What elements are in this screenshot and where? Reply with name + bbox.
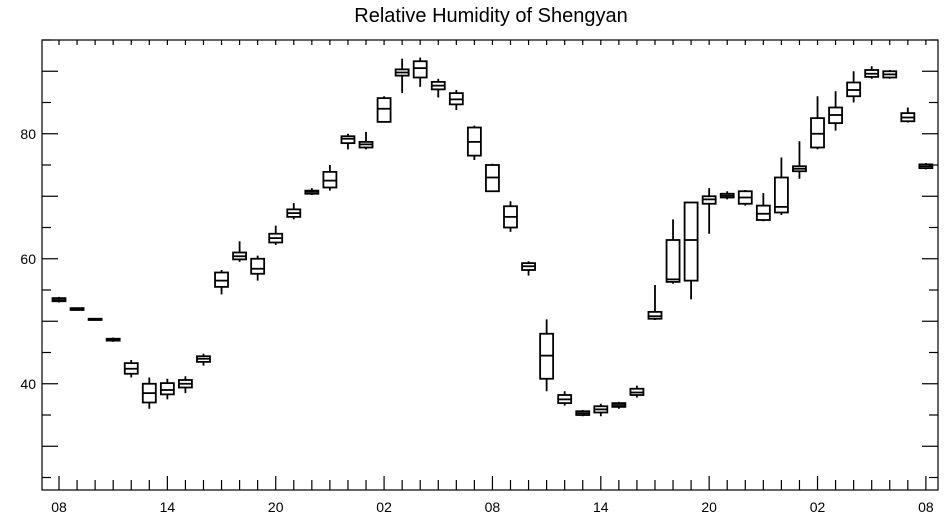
box-item [665,219,681,284]
box-series [51,57,934,417]
box-item [521,261,536,276]
box-item [214,270,229,295]
box-item [539,319,555,392]
x-tick-label: 02 [810,499,826,515]
box-iqr [810,117,825,149]
box-item [792,141,807,179]
box-iqr [774,176,789,214]
box-item [322,165,338,191]
x-axis: 08 14 20 02 08 14 20 02 08 [51,40,934,515]
box-item [268,225,284,245]
box-iqr [159,382,175,396]
x-tick-label: 20 [701,499,717,515]
x-tick-label: 14 [593,499,609,515]
y-axis: 40 60 80 [20,39,938,479]
box-item [304,188,320,195]
box-iqr [214,271,229,288]
box-item [719,191,735,200]
box-item [575,410,591,417]
box-item [250,255,266,281]
x-tick-label: 20 [268,499,284,515]
box-item [864,66,880,79]
box-item [593,403,609,417]
box-item [900,107,916,123]
chart-title: Relative Humidity of Shengyan [354,5,627,27]
box-item [466,125,482,160]
box-item [810,96,825,150]
box-iqr [250,257,266,275]
box-item [846,71,862,103]
box-item [376,96,392,123]
box-item [232,241,248,262]
box-item [683,201,699,300]
x-tick-label: 08 [918,499,934,515]
box-item [340,133,356,150]
box-item [882,70,898,79]
x-tick-label: 02 [376,499,392,515]
box-item [196,353,211,366]
box-item [755,193,771,222]
box-item [629,385,645,398]
box-item [141,377,157,409]
box-item [448,90,464,110]
box-item [774,157,789,215]
box-item [430,78,446,98]
x-tick-label: 08 [51,499,67,515]
box-item [178,376,193,394]
box-iqr [755,204,771,221]
y-tick-label: 40 [20,376,36,392]
box-item [701,188,717,234]
box-item [87,317,103,321]
box-item [105,337,121,342]
box-item [611,401,627,409]
box-item [123,360,139,378]
box-iqr [340,135,356,145]
box-iqr [322,170,338,189]
box-item [737,190,753,206]
box-item [485,163,500,193]
box-item [69,307,85,311]
box-item [647,285,663,320]
box-item [918,163,934,170]
box-item [159,378,175,400]
box-item [358,131,374,150]
box-iqr [412,60,428,79]
box-item [286,203,302,220]
box-item [503,201,518,232]
x-tick-label: 08 [485,499,501,515]
y-tick-label: 60 [20,251,36,267]
box-iqr [376,97,392,123]
box-item [412,57,428,87]
plot-frame [41,39,939,491]
box-item [828,91,843,131]
box-iqr [665,239,681,283]
x-tick-label: 14 [160,499,176,515]
box-item [394,58,410,94]
y-tick-label: 80 [20,126,36,142]
box-iqr [683,201,699,282]
box-item [557,391,573,406]
box-iqr [647,310,663,320]
box-item [51,296,67,303]
